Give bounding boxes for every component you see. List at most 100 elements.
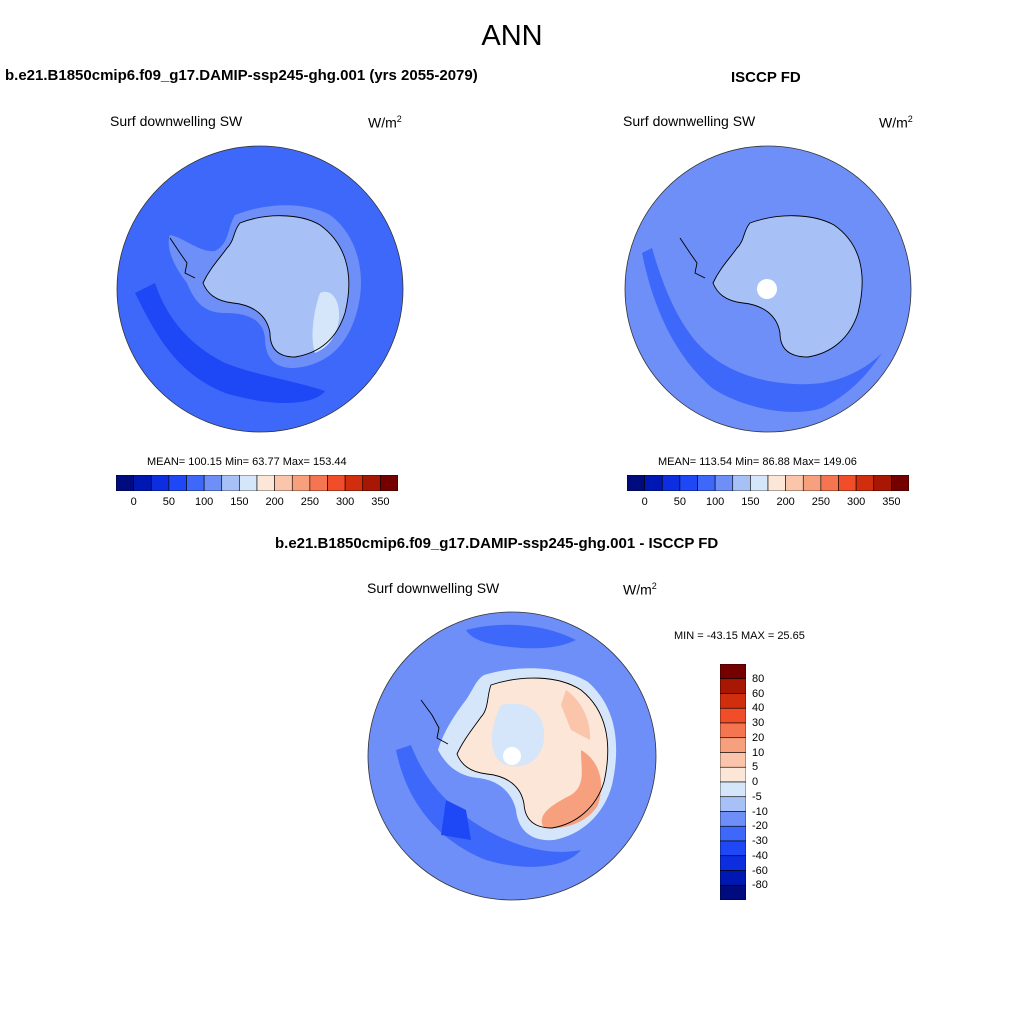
colorbar-tick-label: 60 — [752, 687, 765, 700]
antarctica-field — [713, 215, 863, 357]
panel-3-colorbar — [720, 664, 746, 900]
colorbar-tick-label: 100 — [705, 496, 725, 508]
panel-1-colorbar-labels: 0 50 100 150 200 250 300 350 — [116, 496, 398, 510]
colorbar-swatch — [720, 811, 746, 827]
colorbar-swatch — [720, 722, 746, 739]
colorbar-swatch — [380, 475, 398, 491]
colorbar-tick-label: 50 — [673, 496, 686, 508]
colorbar-swatch — [720, 870, 746, 886]
colorbar-swatch — [891, 475, 909, 491]
high-sw-region — [312, 291, 340, 353]
coastline — [420, 677, 609, 829]
colorbar-swatch — [714, 475, 734, 491]
colorbar-swatch — [344, 475, 364, 491]
figure-title: ANN — [481, 20, 543, 52]
panel-2-colorbar — [627, 475, 909, 491]
colorbar-swatch — [644, 475, 663, 491]
colorbar-swatch — [203, 475, 223, 491]
antarctica-field — [203, 215, 349, 357]
panel-2-variable: Surf downwelling SW — [623, 113, 756, 129]
panel-1-units: W/m2 — [368, 114, 402, 131]
colorbar-tick-label: 200 — [265, 496, 284, 508]
colorbar-tick-label: 30 — [752, 717, 765, 729]
colorbar-swatch — [855, 475, 875, 491]
strong-positive-anomaly — [541, 750, 602, 829]
panel-3-stats: MIN = -43.15 MAX = 25.65 — [674, 630, 805, 642]
panel-1-colorbar — [116, 475, 398, 491]
panel-2-title: ISCCP FD — [731, 69, 801, 86]
colorbar-swatch — [133, 475, 152, 491]
colorbar-swatch — [720, 825, 746, 842]
colorbar-swatch — [767, 475, 786, 491]
panel-1-stats: MEAN= 100.15 Min= 63.77 Max= 153.44 — [147, 456, 347, 468]
panel-3-units: W/m2 — [623, 581, 657, 598]
colorbar-swatch — [732, 475, 751, 491]
colorbar-tick-label: 40 — [752, 702, 765, 715]
colorbar-tick-label: -80 — [752, 879, 768, 892]
colorbar-swatch — [720, 664, 746, 680]
colorbar-swatch — [720, 678, 746, 694]
map-boundary — [116, 145, 404, 433]
missing-data-pole — [503, 747, 521, 765]
map-boundary — [367, 611, 657, 901]
panel-2-map — [624, 145, 912, 433]
panel-3-variable: Surf downwelling SW — [367, 580, 500, 596]
colorbar-tick-label: 10 — [752, 746, 765, 759]
colorbar-tick-label: -5 — [752, 790, 762, 803]
low-sw-region — [135, 283, 325, 403]
colorbar-swatch — [627, 475, 645, 491]
colorbar-swatch — [720, 781, 746, 798]
colorbar-swatch — [256, 475, 275, 491]
coastline — [169, 215, 350, 358]
colorbar-tick-label: 150 — [741, 496, 760, 508]
positive-anomaly-ne — [561, 690, 591, 740]
colorbar-tick-label: 0 — [130, 496, 137, 508]
colorbar-swatch — [186, 475, 205, 491]
colorbar-swatch — [679, 475, 698, 491]
panel-3-map — [367, 611, 657, 901]
panel-1-variable: Surf downwelling SW — [110, 113, 243, 129]
colorbar-tick-label: -10 — [752, 805, 768, 818]
panel-3-title: b.e21.B1850cmip6.f09_g17.DAMIP-ssp245-gh… — [275, 535, 719, 552]
colorbar-tick-label: 350 — [882, 496, 901, 508]
colorbar-swatch — [873, 475, 892, 491]
colorbar-tick-label: 0 — [641, 496, 648, 508]
colorbar-swatch — [838, 475, 857, 491]
colorbar-tick-label: 300 — [846, 496, 866, 508]
colorbar-tick-label: 20 — [752, 731, 765, 744]
panel-2-colorbar-labels: 0 50 100 150 200 250 300 350 — [627, 496, 909, 510]
colorbar-tick-label: 200 — [776, 496, 795, 508]
colorbar-swatch — [362, 475, 381, 491]
coastline — [679, 215, 863, 358]
colorbar-swatch — [661, 475, 681, 491]
colorbar-swatch — [291, 475, 311, 491]
colorbar-swatch — [720, 884, 746, 900]
colorbar-swatch — [720, 796, 746, 812]
colorbar-swatch — [720, 840, 746, 857]
colorbar-swatch — [802, 475, 822, 491]
colorbar-swatch — [720, 766, 746, 783]
colorbar-swatch — [309, 475, 328, 491]
missing-data-pole — [757, 279, 777, 299]
colorbar-tick-label: 100 — [194, 496, 214, 508]
colorbar-swatch — [750, 475, 769, 491]
panel-1-title: b.e21.B1850cmip6.f09_g17.DAMIP-ssp245-gh… — [5, 67, 478, 84]
colorbar-swatch — [116, 475, 134, 491]
colorbar-swatch — [697, 475, 716, 491]
colorbar-tick-label: 80 — [752, 672, 765, 685]
colorbar-swatch — [274, 475, 293, 491]
colorbar-swatch — [168, 475, 187, 491]
colorbar-swatch — [150, 475, 170, 491]
colorbar-tick-label: 5 — [752, 761, 759, 774]
panel-2-stats: MEAN= 113.54 Min= 86.88 Max= 149.06 — [658, 456, 857, 468]
colorbar-swatch — [239, 475, 258, 491]
colorbar-swatch — [720, 855, 746, 871]
panel-1-map — [116, 145, 404, 433]
negative-anomaly-region-north — [466, 624, 576, 649]
colorbar-tick-label: -20 — [752, 820, 768, 833]
negative-anomaly-region — [396, 745, 581, 867]
panel-3-colorbar-labels: 80 60 40 30 20 10 5 0 -5 -10 -20 -30 -40 -60 -80 — [752, 664, 782, 900]
colorbar-swatch — [720, 693, 746, 709]
colorbar-tick-label: -40 — [752, 849, 768, 862]
colorbar-swatch — [327, 475, 346, 491]
